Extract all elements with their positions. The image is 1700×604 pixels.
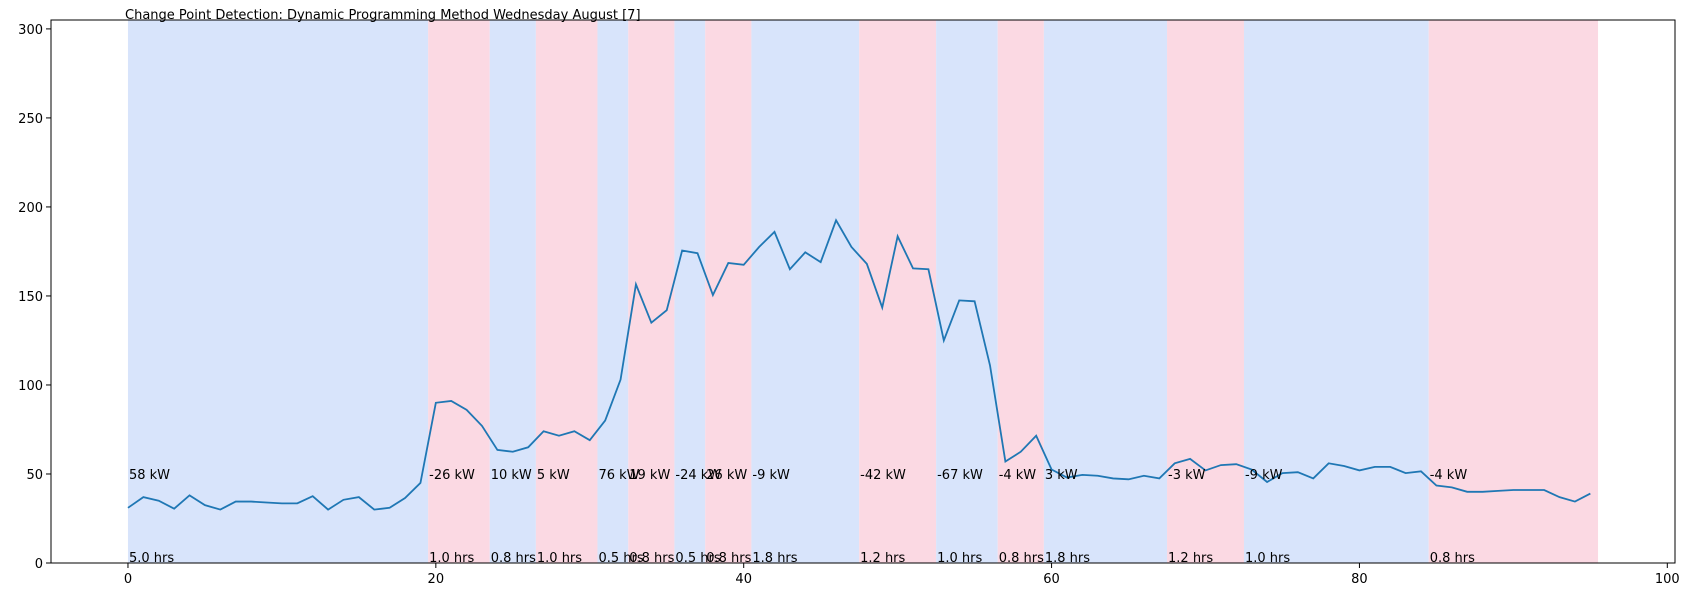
segment-power-label: -9 kW [752,468,790,483]
segment-duration-label: 0.8 hrs [999,551,1044,566]
segment-band-0 [127,20,429,563]
segment-band-3 [535,20,598,563]
segment-power-label: -26 kW [429,468,475,483]
segment-power-label: 3 kW [1045,468,1078,483]
y-tick-label: 150 [18,290,43,305]
y-tick-label: 300 [18,23,43,38]
segment-duration-label: 0.8 hrs [1430,551,1475,566]
series-line [127,218,1591,511]
segment-power-label: -24 kW [675,468,721,483]
segment-band-15 [1428,20,1599,563]
segment-band-1 [428,20,490,563]
segment-band-12 [1043,20,1168,563]
segment-power-label: 10 kW [491,468,532,483]
segment-duration-label: 0.5 hrs [675,551,720,566]
x-tick-label: 40 [735,572,752,587]
chart-title: Change Point Detection: Dynamic Programm… [125,8,641,23]
segment-power-label: -3 kW [1168,468,1206,483]
segment-duration-label: 1.8 hrs [752,551,797,566]
segment-duration-label: 0.8 hrs [629,551,674,566]
x-tick-label: 100 [1655,572,1680,587]
segment-power-label: -9 kW [1245,468,1283,483]
segment-band-4 [597,20,629,563]
segment-power-label: 5 kW [537,468,570,483]
segment-power-label: 26 kW [706,468,747,483]
segment-power-label: -4 kW [1430,468,1468,483]
segment-band-11 [997,20,1044,563]
segment-band-13 [1167,20,1244,563]
segment-duration-label: 0.8 hrs [706,551,751,566]
y-tick-label: 200 [18,201,43,216]
segment-duration-label: 5.0 hrs [129,551,174,566]
segment-duration-label: 1.0 hrs [1245,551,1290,566]
segment-duration-label: 1.0 hrs [537,551,582,566]
segment-band-5 [628,20,675,563]
segment-duration-label: 1.0 hrs [429,551,474,566]
segment-power-label: -67 kW [937,468,983,483]
segment-power-label: 58 kW [129,468,170,483]
segment-band-2 [489,20,536,563]
segment-duration-label: 1.2 hrs [1168,551,1213,566]
segment-duration-label: 1.2 hrs [860,551,905,566]
x-tick-label: 80 [1351,572,1368,587]
segment-band-7 [705,20,752,563]
segment-power-label: 19 kW [629,468,670,483]
segment-duration-label: 1.0 hrs [937,551,982,566]
segment-band-8 [751,20,860,563]
segment-duration-label: 1.8 hrs [1045,551,1090,566]
y-tick-label: 50 [26,468,43,483]
plot-frame [50,19,1676,564]
segment-power-label: 76 kW [598,468,639,483]
x-tick-label: 20 [428,572,445,587]
segment-duration-label: 0.8 hrs [491,551,536,566]
segment-band-9 [859,20,937,563]
segment-power-label: -4 kW [999,468,1037,483]
y-tick-label: 0 [35,557,43,572]
y-tick-label: 100 [18,379,43,394]
segment-band-6 [674,20,706,563]
x-tick-label: 0 [124,572,132,587]
segment-power-label: -42 kW [860,468,906,483]
segment-band-14 [1243,20,1429,563]
x-tick-label: 60 [1043,572,1060,587]
y-tick-label: 250 [18,112,43,127]
segment-duration-label: 0.5 hrs [598,551,643,566]
segment-band-10 [936,20,998,563]
